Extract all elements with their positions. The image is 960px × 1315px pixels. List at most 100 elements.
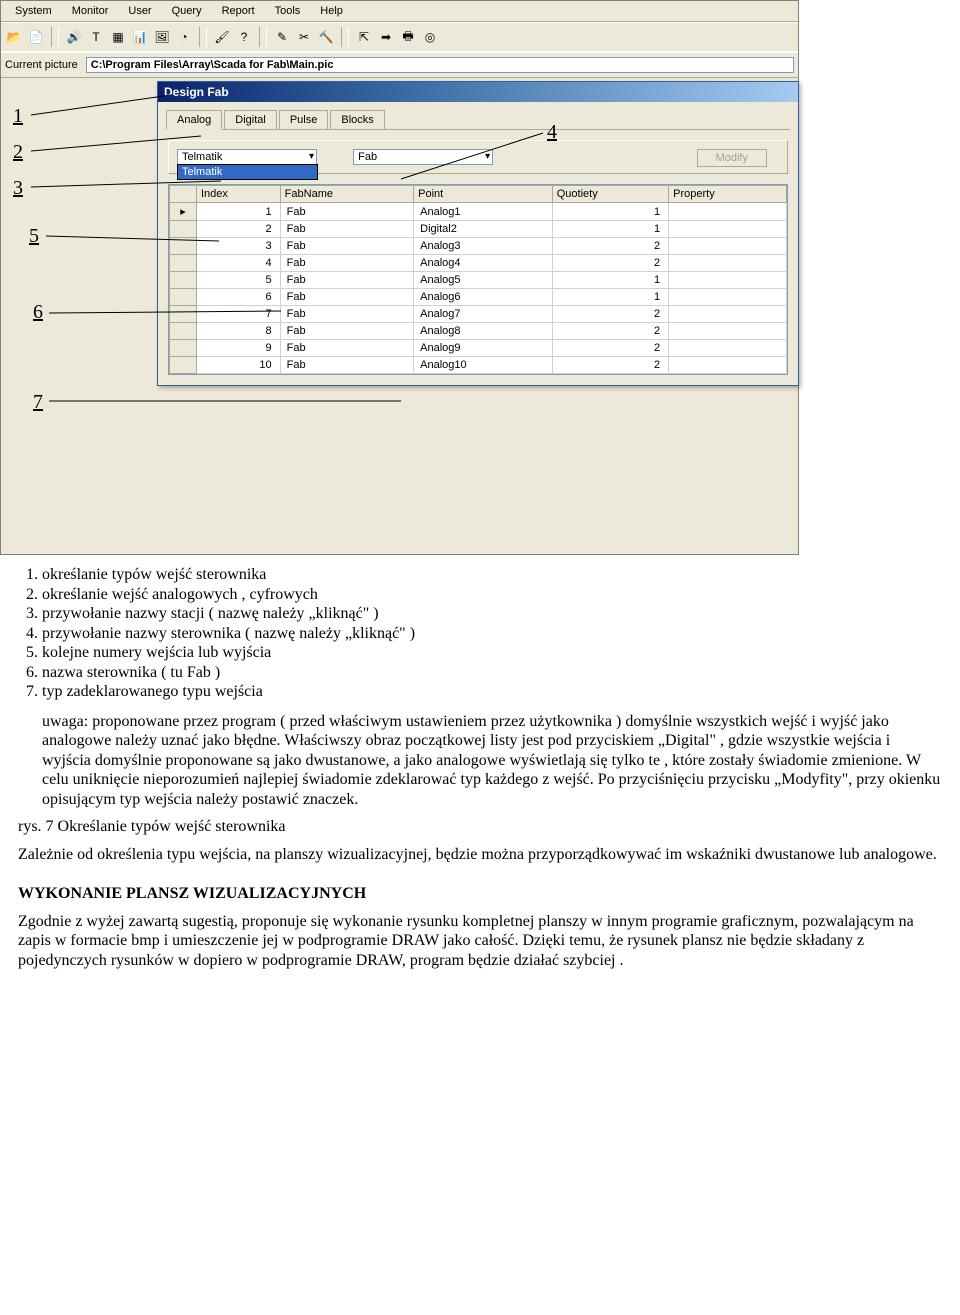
table-cell: Analog7 <box>414 306 553 323</box>
table-row[interactable]: 4FabAnalog42 <box>170 255 787 272</box>
tab-pulse[interactable]: Pulse <box>279 110 329 129</box>
tab-blocks[interactable]: Blocks <box>330 110 384 129</box>
table-cell: 2 <box>552 255 668 272</box>
menu-system[interactable]: System <box>5 5 62 17</box>
arrow-right-red-icon[interactable]: ➡ <box>377 28 395 46</box>
table-row[interactable]: 7FabAnalog72 <box>170 306 787 323</box>
table-cell: 8 <box>197 323 281 340</box>
text-icon[interactable]: T <box>87 28 105 46</box>
document-icon[interactable]: 📄 <box>27 28 45 46</box>
column-header[interactable]: Quotiety <box>552 186 668 203</box>
table-cell: 2 <box>197 221 281 238</box>
tab-analog[interactable]: Analog <box>166 110 222 130</box>
hammer-icon[interactable]: 🔨 <box>317 28 335 46</box>
table-cell: Fab <box>280 238 413 255</box>
table-row[interactable]: 8FabAnalog82 <box>170 323 787 340</box>
filter-panel: Telmatik Telmatik Fab Modify <box>168 140 788 174</box>
column-header[interactable]: Index <box>197 186 281 203</box>
scissors-icon[interactable]: ✂ <box>295 28 313 46</box>
pathbar-label: Current picture <box>5 59 78 71</box>
modify-button[interactable]: Modify <box>697 149 767 167</box>
target-icon[interactable]: ◎ <box>421 28 439 46</box>
table-row[interactable]: 9FabAnalog92 <box>170 340 787 357</box>
chart-icon[interactable]: 📊 <box>131 28 149 46</box>
table-cell: 2 <box>552 357 668 374</box>
table-cell: Digital2 <box>414 221 553 238</box>
table-cell <box>669 340 787 357</box>
legend-item-3: przywołanie nazwy stacji ( nazwę należy … <box>42 604 942 624</box>
fab-combo[interactable]: Fab <box>353 149 493 165</box>
io-grid: IndexFabNamePointQuotietyProperty▸1FabAn… <box>168 184 788 375</box>
table-row[interactable]: 3FabAnalog32 <box>170 238 787 255</box>
table-row[interactable]: ▸1FabAnalog11 <box>170 203 787 221</box>
table-row[interactable]: 5FabAnalog51 <box>170 272 787 289</box>
folder-open-icon[interactable]: 📂 <box>5 28 23 46</box>
help-icon[interactable]: ? <box>235 28 253 46</box>
table-cell: Analog10 <box>414 357 553 374</box>
toolbar: 📂📄 🔊T▦📊🖼◔ 🖌? ✎✂🔨 ⇱➡🖶◎ <box>1 22 798 53</box>
table-cell: ▸ <box>170 203 197 221</box>
edit-icon[interactable]: ✎ <box>273 28 291 46</box>
menu-query[interactable]: Query <box>162 5 212 17</box>
table-cell: Fab <box>280 340 413 357</box>
table-cell <box>669 357 787 374</box>
table-cell <box>669 306 787 323</box>
callout-5: 5 <box>29 225 39 248</box>
table-cell: 2 <box>552 323 668 340</box>
export-icon[interactable]: ⇱ <box>355 28 373 46</box>
table-cell <box>669 289 787 306</box>
callout-1: 1 <box>13 105 23 128</box>
table-cell: Fab <box>280 357 413 374</box>
table-cell: Fab <box>280 221 413 238</box>
column-header[interactable]: Property <box>669 186 787 203</box>
column-header[interactable] <box>170 186 197 203</box>
printer-icon[interactable]: 🖶 <box>399 28 417 46</box>
table-cell <box>170 272 197 289</box>
legend-item-1: określanie typów wejść sterownika <box>42 565 942 585</box>
menu-user[interactable]: User <box>118 5 161 17</box>
table-row[interactable]: 6FabAnalog61 <box>170 289 787 306</box>
callout-7: 7 <box>33 391 43 414</box>
note-paragraph: uwaga: proponowane przez program ( przed… <box>42 712 942 810</box>
brush-icon[interactable]: 🖌 <box>213 28 231 46</box>
table-cell: Analog6 <box>414 289 553 306</box>
tab-digital[interactable]: Digital <box>224 110 277 129</box>
table-cell <box>170 289 197 306</box>
pathbar: Current picture <box>1 53 798 78</box>
table-cell <box>669 255 787 272</box>
table-cell: 5 <box>197 272 281 289</box>
station-combo-dropdown: Telmatik <box>177 164 318 180</box>
menu-help[interactable]: Help <box>310 5 353 17</box>
menu-tools[interactable]: Tools <box>265 5 311 17</box>
table-cell: 2 <box>552 238 668 255</box>
table-cell: Analog5 <box>414 272 553 289</box>
table-cell: Fab <box>280 255 413 272</box>
table-row[interactable]: 2FabDigital21 <box>170 221 787 238</box>
legend-item-7: typ zadeklarowanego typu wejścia <box>42 682 942 702</box>
app-screenshot: SystemMonitorUserQueryReportToolsHelp 📂📄… <box>0 0 799 555</box>
section-heading: WYKONANIE PLANSZ WIZUALIZACYJNYCH <box>18 884 942 904</box>
menubar: SystemMonitorUserQueryReportToolsHelp <box>1 1 798 22</box>
station-combo-option[interactable]: Telmatik <box>178 165 317 179</box>
column-header[interactable]: Point <box>414 186 553 203</box>
menu-monitor[interactable]: Monitor <box>62 5 119 17</box>
path-input[interactable] <box>86 57 794 73</box>
table-cell <box>170 238 197 255</box>
table-cell: 1 <box>552 272 668 289</box>
picture-icon[interactable]: 🖼 <box>153 28 171 46</box>
table-cell: Analog4 <box>414 255 553 272</box>
table-cell: 7 <box>197 306 281 323</box>
table-cell: 2 <box>552 340 668 357</box>
speaker-icon[interactable]: 🔊 <box>65 28 83 46</box>
station-combo[interactable]: Telmatik Telmatik <box>177 149 317 165</box>
table-cell <box>170 323 197 340</box>
station-combo-value: Telmatik <box>182 151 222 163</box>
menu-report[interactable]: Report <box>212 5 265 17</box>
table-cell: 1 <box>552 289 668 306</box>
column-header[interactable]: FabName <box>280 186 413 203</box>
grid-icon[interactable]: ▦ <box>109 28 127 46</box>
gauge-icon[interactable]: ◔ <box>175 28 193 46</box>
tab-strip: AnalogDigitalPulseBlocks <box>166 110 790 130</box>
document-body: określanie typów wejść sterownikaokreśla… <box>18 565 942 970</box>
table-row[interactable]: 10FabAnalog102 <box>170 357 787 374</box>
